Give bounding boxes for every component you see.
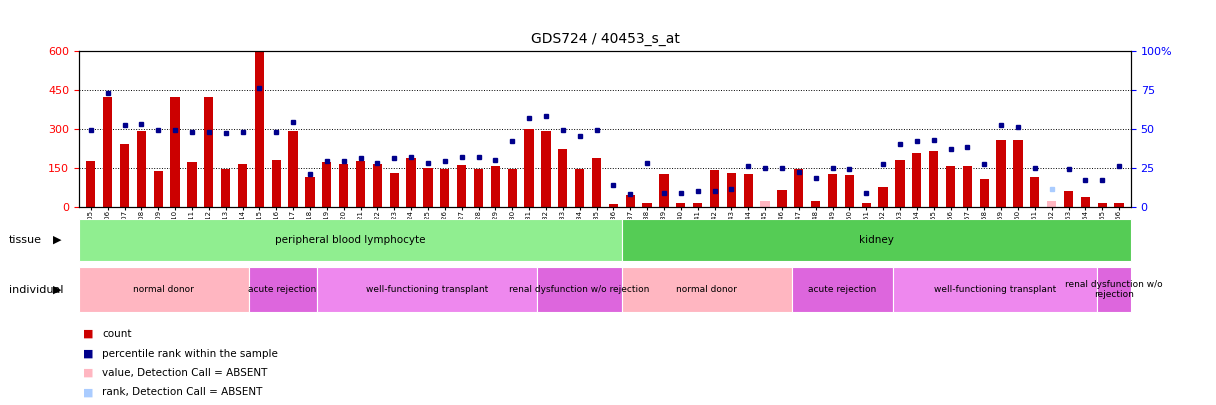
Bar (187, 162, 197, 207)
Text: kidney: kidney (858, 235, 894, 245)
Text: renal dysfunction w/o
rejection: renal dysfunction w/o rejection (1065, 280, 1162, 299)
Bar (238, 164, 247, 207)
Bar (609, 204, 618, 207)
Text: renal dysfunction w/o rejection: renal dysfunction w/o rejection (510, 285, 649, 294)
Bar (996, 140, 1006, 207)
Bar (895, 160, 905, 207)
Bar (316, 267, 537, 312)
Bar (828, 174, 837, 207)
Bar (621, 267, 792, 312)
Text: tissue: tissue (9, 235, 41, 245)
Bar (878, 187, 888, 207)
Bar (710, 170, 719, 207)
Bar (1098, 202, 1107, 207)
Bar (1030, 177, 1040, 207)
Bar (339, 164, 348, 207)
Bar (406, 158, 416, 207)
Bar (980, 179, 989, 207)
Bar (912, 153, 922, 207)
Bar (929, 151, 939, 207)
Bar (794, 169, 804, 207)
Text: GDS724 / 40453_s_at: GDS724 / 40453_s_at (530, 32, 680, 46)
Bar (862, 202, 871, 207)
Bar (760, 201, 770, 207)
Bar (558, 149, 568, 207)
Bar (373, 164, 382, 207)
Bar (963, 166, 972, 207)
Bar (170, 98, 180, 207)
Text: individual: individual (9, 285, 63, 294)
Bar (946, 166, 955, 207)
Bar (288, 131, 298, 207)
Text: rank, Detection Call = ABSENT: rank, Detection Call = ABSENT (102, 388, 263, 397)
Bar (305, 177, 315, 207)
Bar (474, 169, 483, 207)
Bar (676, 202, 686, 207)
Bar (136, 131, 146, 207)
Text: acute rejection: acute rejection (809, 285, 877, 294)
Text: well-functioning transplant: well-functioning transplant (366, 285, 488, 294)
Bar (79, 267, 249, 312)
Bar (255, 52, 264, 207)
Bar (1013, 140, 1023, 207)
Bar (642, 202, 652, 207)
Bar (693, 202, 703, 207)
Bar (1114, 202, 1124, 207)
Text: normal donor: normal donor (676, 285, 737, 294)
Bar (727, 173, 736, 207)
Bar (507, 169, 517, 207)
Bar (792, 267, 894, 312)
Text: acute rejection: acute rejection (248, 285, 316, 294)
Bar (423, 168, 433, 207)
Text: percentile rank within the sample: percentile rank within the sample (102, 349, 278, 358)
Bar (322, 162, 332, 207)
Bar (894, 267, 1097, 312)
Bar (271, 160, 281, 207)
Bar (440, 169, 450, 207)
Text: value, Detection Call = ABSENT: value, Detection Call = ABSENT (102, 368, 268, 378)
Text: normal donor: normal donor (134, 285, 195, 294)
Text: ■: ■ (83, 388, 94, 397)
Bar (575, 169, 585, 207)
Bar (541, 131, 551, 207)
Bar (120, 144, 129, 207)
Bar (659, 174, 669, 207)
Text: count: count (102, 329, 131, 339)
Bar (389, 173, 399, 207)
Text: ■: ■ (83, 368, 94, 378)
Text: ■: ■ (83, 329, 94, 339)
Bar (103, 98, 112, 207)
Bar (221, 169, 230, 207)
Bar (1064, 191, 1074, 207)
Text: ▶: ▶ (54, 285, 61, 294)
Bar (79, 219, 621, 261)
Bar (457, 165, 466, 207)
Text: ▶: ▶ (54, 235, 61, 245)
Bar (491, 166, 500, 207)
Bar (1097, 267, 1131, 312)
Bar (537, 267, 621, 312)
Bar (811, 201, 821, 207)
Bar (777, 190, 787, 207)
Text: peripheral blood lymphocyte: peripheral blood lymphocyte (275, 235, 426, 245)
Bar (592, 158, 601, 207)
Bar (1081, 198, 1090, 207)
Text: well-functioning transplant: well-functioning transplant (934, 285, 1057, 294)
Bar (625, 195, 635, 207)
Bar (621, 219, 1131, 261)
Text: ■: ■ (83, 349, 94, 358)
Bar (356, 161, 365, 207)
Bar (744, 174, 753, 207)
Bar (524, 129, 534, 207)
Bar (1047, 201, 1057, 207)
Bar (153, 171, 163, 207)
Bar (86, 161, 96, 207)
Bar (249, 267, 316, 312)
Bar (204, 98, 214, 207)
Bar (845, 175, 854, 207)
